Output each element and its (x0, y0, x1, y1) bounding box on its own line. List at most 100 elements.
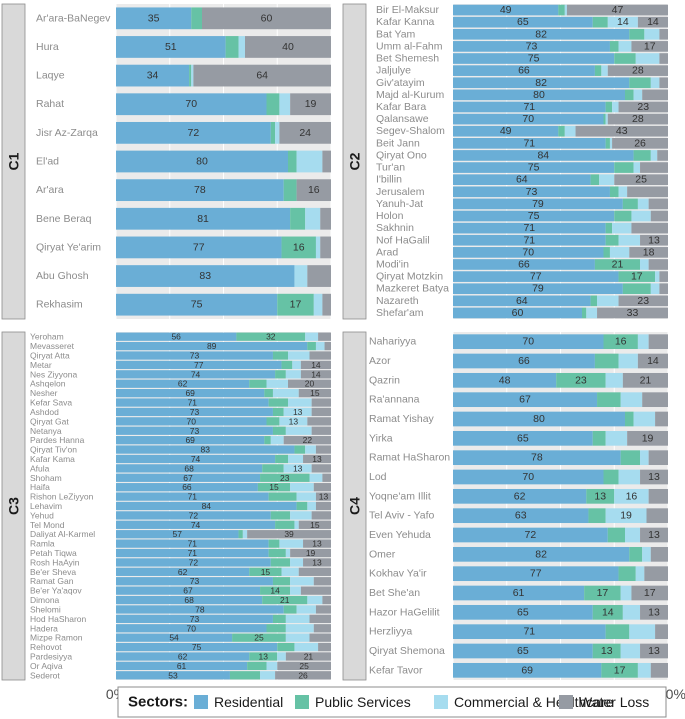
data-label: 16 (293, 241, 305, 253)
bar-segment-residential (453, 150, 634, 161)
data-label: 65 (517, 16, 529, 28)
category-label: Qiryat Ono (376, 149, 427, 161)
bar-segment-public-services (249, 379, 267, 388)
data-label: 13 (312, 557, 322, 567)
data-label: 15 (261, 567, 271, 577)
data-label: 13 (648, 471, 660, 483)
bar-segment-residential (453, 65, 595, 76)
bar-segment-commercial-healthcare (637, 198, 649, 210)
bar-segment-commercial-healthcare (607, 16, 638, 28)
bar-segment-commercial-healthcare (305, 207, 321, 230)
data-label: 60 (261, 12, 273, 24)
category-label: Qiryat Gat (30, 416, 69, 426)
bar-segment-residential (453, 585, 585, 601)
bar-segment-water-loss (648, 259, 668, 270)
category-label: Bir El-Maksur (376, 4, 440, 16)
bar-segment-residential (116, 661, 248, 671)
bar-segment-water-loss (193, 64, 331, 87)
legend-swatch (194, 695, 208, 709)
data-label: 47 (612, 4, 624, 16)
legend-entry: Commercial & Healthcare (454, 694, 614, 710)
bar-segment-commercial-healthcare (315, 236, 321, 259)
bar-segment-public-services (275, 370, 286, 379)
bar-segment-commercial-healthcare (618, 186, 628, 198)
data-label: 13 (648, 234, 660, 246)
bar-segment-public-services (592, 16, 608, 28)
bar-segment-water-loss (655, 411, 668, 427)
category-label: Laqye (36, 70, 65, 82)
bar-segment-public-services (277, 642, 295, 652)
bar-segment-residential (453, 295, 591, 307)
bar-segment-commercial-healthcare (296, 605, 316, 614)
data-label: 70 (522, 471, 534, 483)
bar-segment-public-services (288, 150, 297, 173)
category-label: Nesher (30, 388, 58, 398)
bar-segment-commercial-healthcare (650, 283, 660, 295)
bar-segment-public-services (275, 520, 295, 529)
bar-segment-residential (116, 370, 276, 379)
bar-segment-water-loss (318, 332, 331, 341)
bar-segment-commercial-healthcare (294, 265, 308, 287)
data-label: 61 (513, 587, 525, 599)
bar-segment-commercial-healthcare (272, 388, 299, 398)
data-label: 14 (617, 16, 629, 28)
bar-segment-water-loss (640, 234, 668, 246)
data-label: 62 (178, 651, 188, 661)
data-label: 73 (190, 576, 200, 586)
category-label: Qiryat Tiv'on (30, 445, 77, 455)
data-label: 71 (523, 626, 535, 638)
data-label: 65 (517, 645, 529, 657)
bar-segment-residential (116, 64, 190, 87)
category-label: Dimona (30, 595, 60, 605)
data-label: 28 (632, 113, 644, 125)
data-label: 17 (290, 299, 302, 311)
bar-segment-water-loss (320, 236, 331, 259)
bar-segment-public-services (272, 614, 286, 624)
bar-segment-residential (116, 633, 233, 642)
bar-segment-residential (116, 605, 284, 614)
data-label: 18 (643, 246, 655, 258)
bar-segment-commercial-healthcare (612, 101, 619, 113)
data-label: 84 (202, 501, 212, 511)
data-label: 23 (280, 473, 290, 483)
bar-segment-residential (116, 150, 288, 173)
bar-segment-water-loss (607, 65, 668, 76)
bar-segment-residential (453, 101, 606, 113)
bar-segment-public-services (594, 259, 641, 270)
bar-segment-water-loss (320, 207, 331, 230)
data-label: 63 (515, 510, 527, 522)
bar-segment-water-loss (618, 295, 668, 307)
bar-segment-commercial-healthcare (294, 520, 299, 529)
bar-segment-residential (453, 334, 604, 350)
data-label: 19 (306, 548, 316, 558)
bar-segment-water-loss (640, 469, 668, 485)
bar-segment-residential (116, 483, 258, 492)
category-label: Hazor HaGelilit (369, 606, 440, 618)
bar-segment-water-loss (640, 527, 668, 543)
category-label: Or Aqiva (30, 661, 63, 671)
bar-segment-residential (116, 530, 239, 539)
bar-segment-public-services (236, 332, 306, 341)
bar-segment-water-loss (607, 113, 668, 125)
bar-segment-water-loss (322, 293, 331, 316)
bar-segment-water-loss (659, 53, 668, 64)
bar-segment-residential (453, 259, 595, 270)
facet-strip (342, 3, 367, 320)
legend-entry: Water Loss (579, 694, 649, 710)
data-label: 13 (648, 645, 660, 657)
data-label: 17 (631, 271, 643, 283)
bar-segment-commercial-healthcare (633, 162, 641, 173)
bar-segment-commercial-healthcare (650, 77, 660, 89)
bar-segment-public-services (266, 417, 280, 426)
category-label: Hod HaSharon (30, 614, 87, 624)
category-label: Ar'ara (36, 184, 64, 196)
bar-segment-public-services (281, 360, 293, 370)
bar-segment-public-services (592, 430, 606, 446)
bar-segment-residential (453, 469, 604, 485)
category-label: Ra'annana (369, 394, 420, 406)
bar-segment-commercial-healthcare (637, 662, 651, 678)
bar-segment-commercial-healthcare (296, 492, 316, 501)
bar-segment-commercial-healthcare (283, 464, 312, 473)
bar-segment-water-loss (277, 661, 331, 671)
data-label: 15 (310, 388, 320, 398)
